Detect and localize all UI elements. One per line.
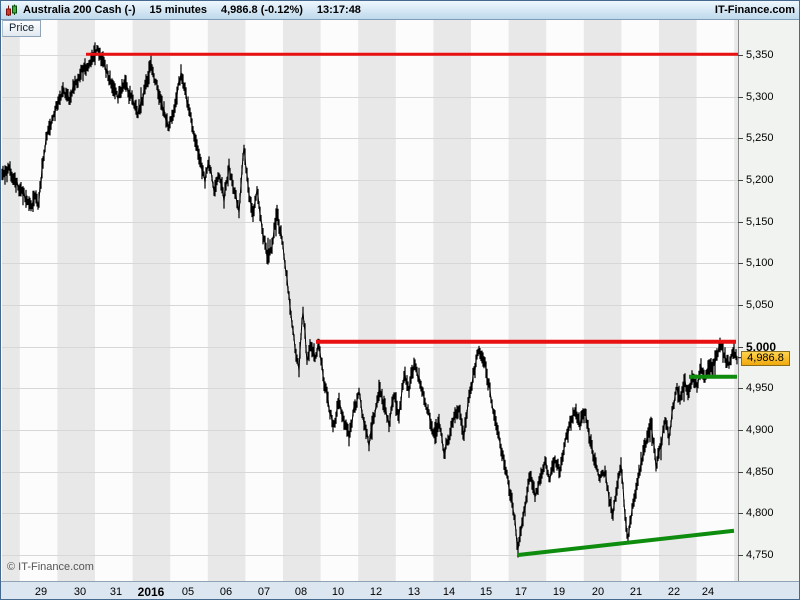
- x-axis-label: 17: [514, 586, 528, 598]
- x-axis-label: 24: [701, 586, 715, 598]
- x-axis-label: 12: [369, 586, 383, 598]
- x-axis-label: 2016: [137, 585, 165, 599]
- x-axis-band: [1, 581, 799, 599]
- y-axis-panel: [738, 20, 799, 581]
- y-axis-label: 4,800: [746, 507, 774, 520]
- x-axis-label: 20: [591, 586, 605, 598]
- x-axis-label: 10: [331, 586, 345, 598]
- x-axis-label: 13: [407, 586, 421, 598]
- session-stripe: [734, 20, 738, 581]
- clock-time: 13:17:48: [316, 4, 361, 16]
- session-stripe: [207, 20, 246, 581]
- y-axis-label: 5,200: [746, 174, 774, 186]
- title-bar: Australia 200 Cash (-) 15 minutes 4,986.…: [1, 1, 799, 20]
- y-axis-label: 5,000: [746, 339, 777, 354]
- x-axis-label: 05: [181, 586, 195, 598]
- session-stripe: [433, 20, 471, 581]
- x-axis-label: 08: [294, 586, 308, 598]
- y-axis-ticks: [738, 55, 743, 556]
- x-axis-label: 07: [257, 586, 271, 598]
- y-axis-label: 4,750: [746, 549, 774, 561]
- x-axis-label: 22: [667, 586, 681, 598]
- y-axis-label: 5,150: [746, 215, 774, 228]
- x-axis-label: 30: [73, 586, 87, 598]
- session-stripe: [283, 20, 321, 581]
- x-axis-label: 21: [629, 586, 643, 598]
- candlestick-icon: [6, 4, 17, 16]
- session-stripe: [2, 20, 20, 581]
- x-axis-label: 29: [34, 586, 48, 598]
- y-axis-label: 4,900: [746, 424, 774, 436]
- y-axis-label: 4,950: [746, 382, 774, 395]
- price-series[interactable]: [1, 42, 738, 558]
- last-price-tag: 4,986.8: [741, 350, 790, 366]
- copyright-watermark: © IT-Finance.com: [7, 561, 94, 573]
- session-stripe: [659, 20, 697, 581]
- y-axis-label: 5,350: [746, 49, 774, 61]
- y-axis-label: 5,100: [746, 257, 774, 270]
- y-axis-label: 4,850: [746, 465, 774, 478]
- support-line-rising[interactable]: [517, 528, 735, 557]
- session-stripe: [57, 20, 95, 581]
- x-axis-label: 06: [219, 586, 233, 598]
- session-stripe: [358, 20, 396, 581]
- gridlines: [2, 55, 738, 556]
- x-axis-label: 19: [552, 586, 566, 598]
- x-axis-label: 14: [442, 586, 456, 598]
- tab-price[interactable]: Price: [2, 20, 42, 37]
- instrument-name: Australia 200 Cash (-): [23, 4, 136, 16]
- last-price-change: 4,986.8 (-0.12%): [220, 4, 303, 16]
- session-stripe: [583, 20, 622, 581]
- timeframe-label: 15 minutes: [149, 4, 207, 16]
- y-axis-label: 5,050: [746, 299, 774, 311]
- x-axis-label: 31: [109, 586, 123, 598]
- y-axis-label: 5,250: [746, 132, 774, 145]
- brand-label: IT-Finance.com: [714, 4, 795, 16]
- y-axis-label: 5,300: [746, 90, 774, 103]
- x-axis-label: 15: [479, 586, 493, 598]
